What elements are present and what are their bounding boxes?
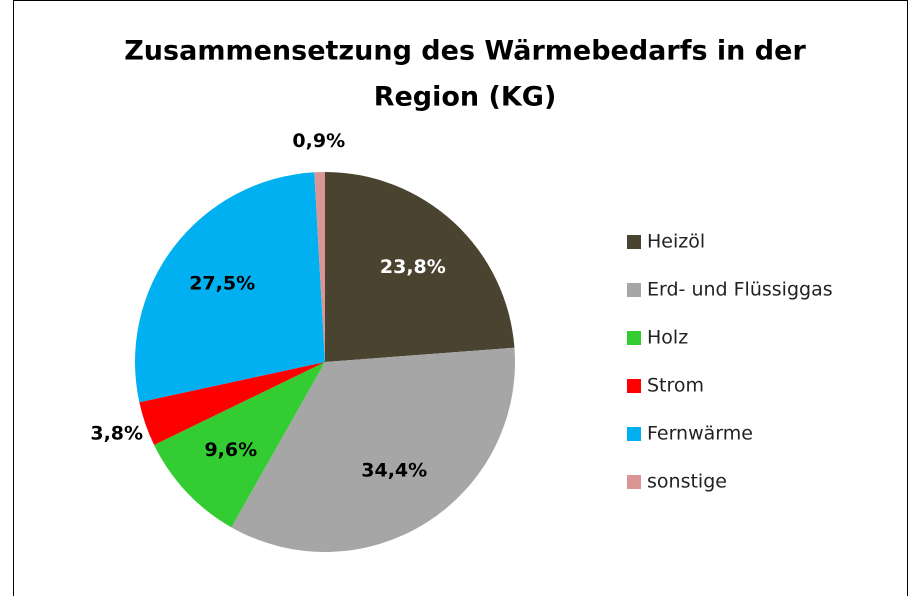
data-label: 27,5%: [189, 272, 255, 294]
data-label: 34,4%: [361, 460, 427, 482]
chart-title: Zusammensetzung des Wärmebedarfs in der: [124, 36, 806, 67]
legend-label: sonstige: [647, 471, 727, 493]
legend-swatch: [627, 379, 641, 393]
legend-label: Erd- und Flüssiggas: [647, 279, 833, 301]
data-label: 0,9%: [292, 130, 345, 152]
legend-label: Holz: [647, 327, 688, 349]
data-label: 3,8%: [90, 423, 143, 445]
legend-label: Strom: [647, 375, 704, 397]
chart-title: Region (KG): [374, 82, 557, 113]
legend-label: Heizöl: [647, 231, 705, 253]
data-label: 9,6%: [204, 439, 257, 461]
pie-slice: [135, 172, 325, 403]
legend-label: Fernwärme: [647, 423, 753, 445]
legend-swatch: [627, 235, 641, 249]
legend-swatch: [627, 283, 641, 297]
pie-slice: [314, 172, 325, 362]
pie-slice: [154, 362, 325, 528]
legend-swatch: [627, 475, 641, 489]
legend-swatch: [627, 427, 641, 441]
pie-slice: [231, 347, 516, 553]
pie-slice: [325, 172, 515, 362]
pie-slice: [139, 362, 325, 446]
legend-swatch: [627, 331, 641, 345]
data-label: 23,8%: [380, 256, 446, 278]
